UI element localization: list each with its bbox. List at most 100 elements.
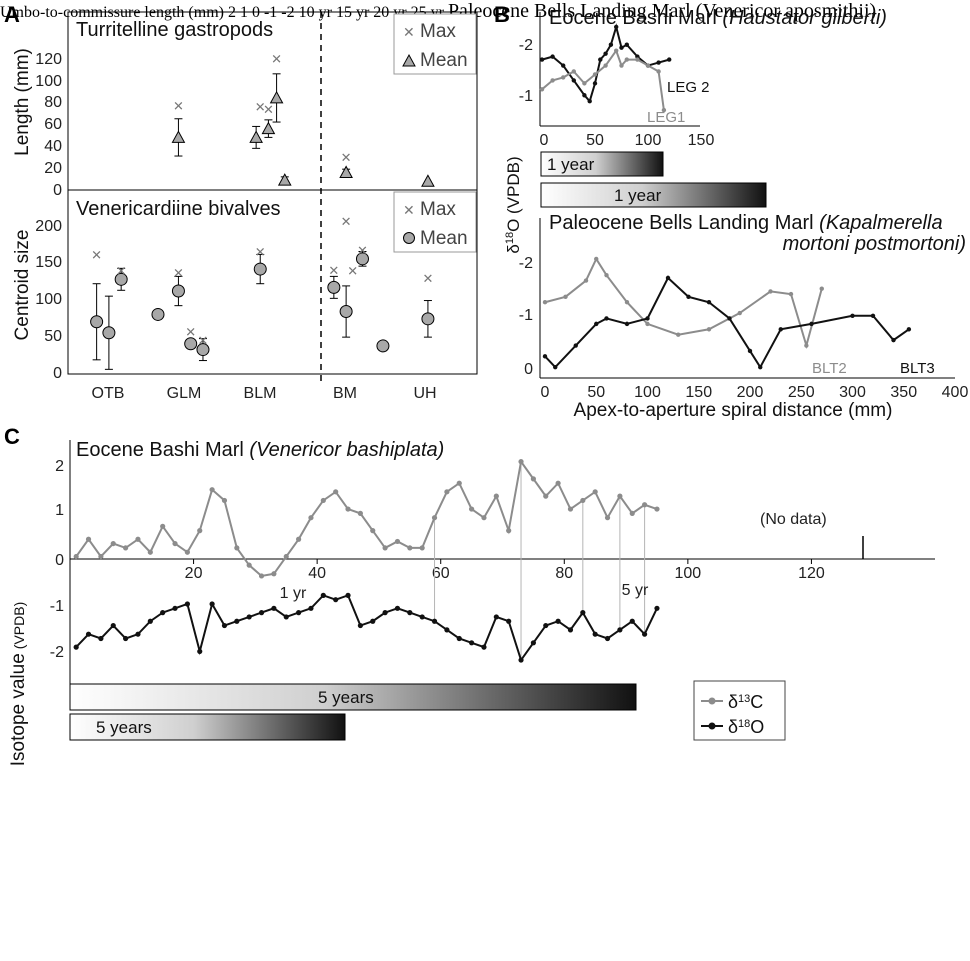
a-top-ytick-100: 100 — [35, 73, 62, 90]
data-point — [583, 278, 589, 283]
data-point — [456, 635, 462, 642]
data-point — [645, 63, 651, 68]
max-point: ✕ — [328, 263, 339, 278]
data-point — [819, 286, 824, 291]
data-point — [160, 523, 166, 529]
data-point — [614, 48, 619, 53]
data-point — [667, 57, 672, 62]
data-point — [604, 316, 609, 321]
b-bottom-title-species-1: (Kapalmerella — [819, 212, 942, 234]
mean-point — [421, 312, 435, 326]
data-point — [135, 631, 141, 637]
data-point — [370, 528, 376, 534]
a-bot-ytick-50: 50 — [44, 328, 62, 345]
data-point — [555, 480, 561, 486]
max-point: ✕ — [341, 150, 352, 165]
x-tick-label: 20 — [185, 565, 203, 582]
data-point — [580, 610, 586, 616]
max-point: ✕ — [116, 264, 127, 279]
data-point — [98, 553, 104, 560]
data-point — [629, 510, 635, 516]
panel-c-letter: C — [4, 424, 20, 449]
data-point — [604, 515, 611, 521]
c-legend-d13c-sup: 13 — [738, 693, 750, 705]
b-bot-xtick: 100 — [634, 384, 661, 401]
data-point — [407, 610, 413, 616]
c-legend-box — [693, 680, 786, 741]
b-series-blt2-line — [544, 256, 823, 350]
c-top-ytick-m2: -2 — [50, 644, 64, 661]
a-xtick-glm: GLM — [167, 385, 202, 402]
data-point — [518, 459, 524, 465]
data-point — [221, 622, 228, 629]
data-point — [891, 337, 896, 343]
a-xtick-uh: UH — [413, 385, 436, 402]
data-point — [870, 313, 876, 318]
panel-a-bottom-marks: ✕✕ ✕✕✕✕✕✕✕✕✕ — [90, 214, 435, 370]
c-legend: δ13C δ18O — [693, 680, 786, 741]
data-point — [809, 321, 814, 327]
data-point — [147, 618, 153, 624]
mean-point — [327, 280, 341, 294]
mean-point — [339, 305, 353, 319]
c-ylabel-unit: (VPDB) — [11, 602, 27, 649]
panel-b-top-title: Eocene Bashi Marl (Haustator gilberti) — [549, 7, 887, 29]
b-top-xtick-150: 150 — [688, 132, 715, 149]
data-point — [594, 321, 599, 327]
data-point — [571, 69, 576, 74]
data-point — [561, 63, 566, 68]
data-point — [333, 597, 339, 603]
b-top-xtick-50: 50 — [586, 132, 604, 149]
data-point — [456, 480, 462, 486]
max-point: ✕ — [347, 264, 358, 279]
mean-point — [114, 272, 128, 286]
b-top-xtick-0: 0 — [540, 132, 549, 149]
data-point — [737, 310, 742, 316]
data-point — [706, 327, 712, 332]
data-point — [614, 24, 619, 30]
b-top-ytick-m2: -2 — [519, 37, 533, 54]
b-bar-1-year-long — [540, 182, 767, 208]
c-legend-d18o: δ18O — [728, 717, 764, 737]
data-point — [603, 63, 608, 68]
data-point — [147, 549, 153, 555]
mean-point — [339, 165, 353, 178]
data-point — [592, 489, 598, 495]
max-point: ✕ — [357, 243, 368, 258]
data-point — [246, 562, 252, 568]
data-point — [676, 332, 681, 337]
data-point — [543, 493, 549, 499]
data-point — [98, 635, 104, 642]
b-series-blt3-label: BLT3 — [900, 360, 935, 377]
data-point — [603, 51, 608, 56]
data-point — [594, 256, 599, 262]
c-legend-d18o-sup: 18 — [738, 718, 750, 730]
mean-point — [421, 174, 435, 187]
data-point — [258, 610, 265, 616]
b-series-leg1-label: LEG1 — [647, 109, 685, 126]
data-point — [656, 60, 661, 65]
data-point — [271, 605, 277, 611]
data-point — [481, 515, 487, 521]
data-point — [394, 605, 401, 611]
a-top-ytick-0: 0 — [53, 182, 62, 199]
c-legend-d13c-c: C — [750, 692, 763, 712]
b-ylabel-sup: 18 — [504, 232, 516, 244]
mean-point — [184, 337, 198, 351]
data-point — [419, 614, 425, 620]
data-point — [706, 300, 712, 305]
data-point — [110, 622, 116, 629]
data-point — [444, 489, 450, 495]
b-bottom-title-species-2: mortoni postmortoni) — [783, 233, 966, 255]
max-point: ✕ — [422, 271, 433, 286]
mean-point — [261, 121, 276, 135]
max-point: ✕ — [185, 324, 196, 339]
panel-a-bottom-ylabel: Centroid size — [12, 230, 33, 341]
c-top-ytick-0: 0 — [55, 552, 64, 569]
data-point — [788, 291, 794, 297]
c-bottom-title-species: (Venericor aposmithii) — [695, 0, 877, 22]
data-point — [686, 294, 691, 300]
b-bot-ytick-0: 0 — [524, 361, 533, 378]
data-point — [550, 54, 555, 59]
